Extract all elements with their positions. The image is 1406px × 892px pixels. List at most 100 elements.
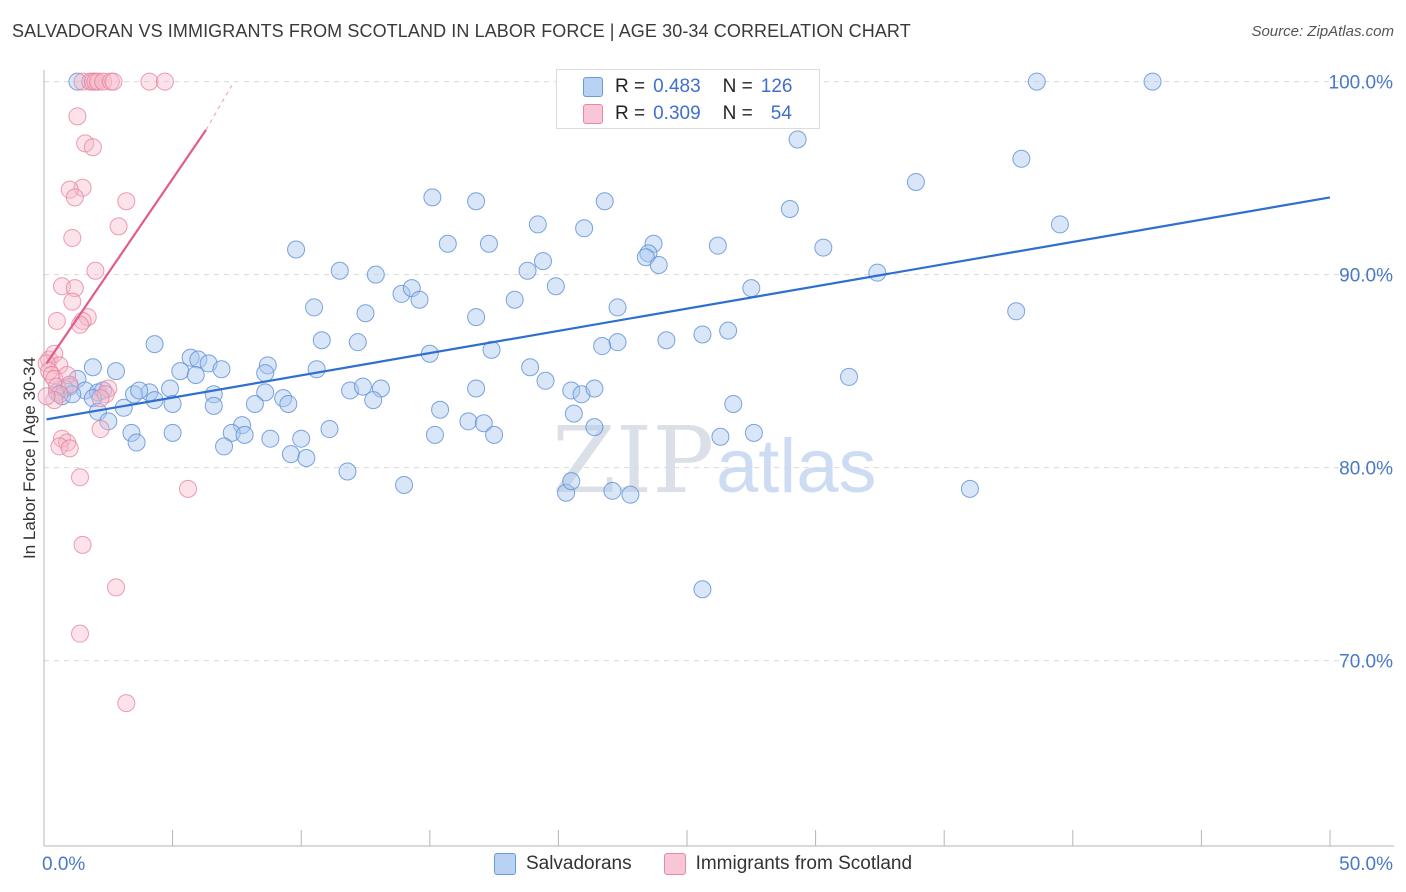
salvadoran-point [348, 333, 367, 352]
salvadoran-point [521, 358, 540, 377]
scotland-point [89, 72, 108, 91]
salvadoran-point [307, 360, 326, 379]
scotland-trend-line [45, 129, 207, 365]
salvadoran-point [312, 331, 331, 350]
legend-row-scotland: R = 0.309 N = 54 [583, 101, 792, 127]
salvadoran-point [744, 423, 763, 442]
salvadoran-point [585, 379, 604, 398]
salvadoran-point [83, 358, 102, 377]
axis-labels: 70.0% 80.0% 90.0% 100.0% 0.0% 50.0% In Labor F… [20, 73, 1393, 875]
scotland-point [65, 279, 84, 298]
salvadoran-point [392, 284, 411, 303]
salvadoran-point [366, 265, 385, 284]
salvadoran-point [127, 433, 146, 452]
salvadoran-point [603, 481, 622, 500]
salvadoran-point [546, 277, 565, 296]
salvadoran-point [274, 389, 293, 408]
salvadoran-point [212, 360, 231, 379]
salvadoran-point [562, 381, 581, 400]
scotland-point [104, 72, 123, 91]
salvadoran-point [608, 333, 627, 352]
salvadoran-point [505, 290, 524, 309]
scotland-point [91, 389, 110, 408]
series-label-scotland: Immigrants from Scotland [695, 853, 913, 874]
salvadoran-point [204, 396, 223, 415]
salvadoran-point [330, 261, 349, 280]
scotland-point [73, 72, 92, 91]
salvadoran-point [423, 188, 442, 207]
salvadoran-point [181, 348, 200, 367]
salvadoran-trend-line [46, 196, 1331, 421]
watermark-atlas: atlas [716, 424, 877, 509]
salvadoran-point [356, 304, 375, 323]
salvadoran-point [657, 331, 676, 350]
legend-swatch-pink [583, 104, 603, 124]
source-label: Source: ZipAtlas.com [1251, 23, 1394, 40]
salvadoran-point [256, 364, 275, 383]
salvadoran-point [719, 321, 738, 340]
salvadoran-point [107, 362, 126, 381]
salvadoran-point [287, 240, 306, 259]
x-tick-label: 50.0% [1339, 854, 1393, 875]
scotland-points [37, 72, 198, 713]
salvadoran-point [235, 425, 254, 444]
salvadorans-points [47, 72, 1162, 599]
salvadoran-point [467, 192, 486, 211]
scotland-point [179, 479, 198, 498]
salvadoran-point [742, 279, 761, 298]
series-swatch-blue [493, 853, 516, 875]
salvadoran-point [644, 234, 663, 253]
salvadoran-point [281, 445, 300, 464]
salvadoran-point [528, 215, 547, 234]
scotland-point [94, 72, 113, 91]
axes [43, 70, 1394, 847]
salvadoran-point [320, 420, 339, 439]
salvadoran-point [130, 381, 149, 400]
salvadoran-point [171, 362, 190, 381]
salvadoran-point [585, 418, 604, 437]
salvadoran-point [1027, 72, 1046, 91]
legend-r-value: 0.309 [653, 103, 701, 124]
salvadoran-point [840, 367, 859, 386]
salvadoran-point [410, 290, 429, 309]
salvadoran-point [459, 412, 478, 431]
scotland-point [140, 72, 159, 91]
legend-r-label: R = [615, 103, 646, 124]
scotland-point [47, 311, 66, 330]
scotland-point [65, 188, 84, 207]
scotland-point [60, 439, 79, 458]
scotland-trend-extension [205, 85, 233, 131]
salvadoran-point [711, 427, 730, 446]
salvadoran-point [724, 394, 743, 413]
y-tick-label: 80.0% [1339, 459, 1393, 480]
salvadoran-point [649, 255, 668, 274]
salvadoran-point [245, 394, 264, 413]
salvadoran-point [189, 350, 208, 369]
salvadoran-point [353, 377, 372, 396]
legend-swatch-blue [583, 77, 603, 97]
salvadoran-point [575, 219, 594, 238]
salvadoran-point [621, 485, 640, 504]
salvadoran-point [788, 130, 807, 149]
watermark: ZIP atlas [552, 407, 877, 514]
scotland-point [68, 107, 87, 126]
salvadoran-point [261, 429, 280, 448]
salvadoran-point [279, 394, 298, 413]
salvadoran-point [425, 425, 444, 444]
gridlines [44, 81, 1394, 662]
series-legend-scotland: Immigrants from Scotland [663, 853, 913, 875]
salvadoran-point [99, 412, 118, 431]
scotland-point [71, 468, 90, 487]
legend-r-label: R = [615, 76, 646, 97]
salvadoran-point [467, 308, 486, 327]
salvadoran-point [395, 476, 414, 495]
salvadoran-point [297, 449, 316, 467]
salvadoran-point [595, 192, 614, 211]
salvadoran-point [693, 580, 712, 599]
salvadoran-point [485, 425, 504, 444]
salvadoran-point [68, 72, 87, 91]
scotland-point [107, 578, 126, 597]
salvadoran-point [557, 483, 576, 502]
salvadoran-point [780, 199, 799, 218]
